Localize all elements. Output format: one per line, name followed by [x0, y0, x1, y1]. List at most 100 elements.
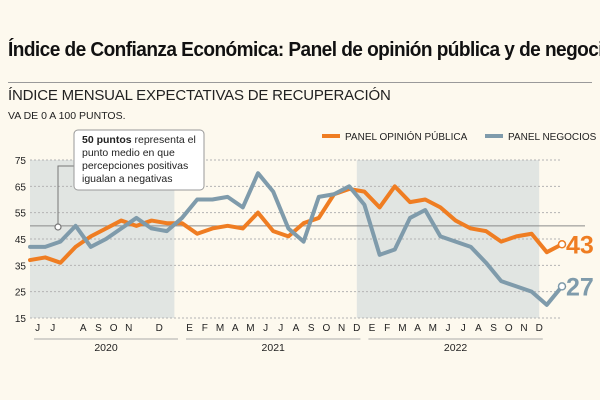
y-tick-label-65: 65 [15, 182, 27, 193]
year-label-2020: 2020 [94, 342, 118, 354]
data-point [438, 234, 442, 238]
data-point [530, 290, 534, 294]
data-point [408, 200, 412, 204]
x-tick-label: A [475, 323, 482, 334]
data-point [317, 195, 321, 199]
x-tick-label: N [338, 323, 345, 334]
data-point [378, 205, 382, 209]
y-tick-label-45: 45 [15, 235, 27, 246]
x-tick-label: E [369, 323, 376, 334]
data-point [256, 211, 260, 215]
x-tick-label: S [308, 323, 315, 334]
data-point [150, 226, 154, 230]
x-tick-label: D [353, 323, 360, 334]
data-point [43, 245, 47, 249]
x-tick-label: A [293, 323, 300, 334]
data-point [378, 253, 382, 257]
data-point [347, 184, 351, 188]
data-point [150, 219, 154, 223]
x-tick-label: J [278, 323, 283, 334]
data-point [393, 248, 397, 252]
x-tick-label: E [186, 323, 193, 334]
x-tick-label: D [156, 323, 163, 334]
year-label-2022: 2022 [444, 342, 468, 354]
data-point [454, 240, 458, 244]
data-point [226, 195, 230, 199]
data-point [89, 245, 93, 249]
y-axis-ticks: 75 65 55 45 35 25 15 [15, 156, 27, 325]
data-point [256, 171, 260, 175]
data-point [241, 226, 245, 230]
x-tick-label: N [125, 323, 132, 334]
data-point [362, 190, 366, 194]
y-tick-label-75: 75 [15, 156, 27, 167]
data-point [226, 224, 230, 228]
data-point [28, 245, 32, 249]
chart-title: Índice de Confianza Económica: Panel de … [8, 38, 600, 61]
data-point [43, 255, 47, 259]
x-tick-label: A [80, 323, 87, 334]
data-point [286, 234, 290, 238]
y-tick-label-35: 35 [15, 261, 27, 272]
data-point [241, 205, 245, 209]
data-point [89, 234, 93, 238]
x-tick-label: M [429, 323, 437, 334]
year-label-2021: 2021 [262, 342, 286, 354]
x-tick-label: S [490, 323, 497, 334]
annotation-box [73, 129, 205, 191]
x-tick-label: S [95, 323, 102, 334]
y-tick-label-55: 55 [15, 209, 27, 220]
data-point [180, 216, 184, 220]
y-tick-label-15: 15 [15, 314, 27, 325]
data-point [484, 229, 488, 233]
series-line-business [28, 171, 564, 307]
x-tick-label: F [202, 323, 208, 334]
legend: PANEL OPINIÓN PÚBLICA PANEL NEGOCIOS [322, 130, 597, 143]
legend-label-business: PANEL NEGOCIOS [508, 132, 597, 143]
data-point [317, 216, 321, 220]
data-point [469, 226, 473, 230]
y-tick-label-25: 25 [15, 288, 27, 299]
data-point [499, 279, 503, 283]
end-value-label-business: 27 [566, 273, 594, 301]
data-point [362, 203, 366, 207]
data-point [165, 229, 169, 233]
x-tick-label: J [50, 323, 55, 334]
data-point [58, 240, 62, 244]
x-tick-label: M [246, 323, 254, 334]
series-lines [28, 171, 564, 307]
data-point [514, 284, 518, 288]
data-point [134, 216, 138, 220]
x-tick-label: D [536, 323, 543, 334]
data-point [408, 216, 412, 220]
data-point [271, 190, 275, 194]
x-tick-label: M [398, 323, 406, 334]
data-point [302, 240, 306, 244]
x-tick-label: J [446, 323, 451, 334]
annotation-line-2: punto medio en que [82, 147, 175, 159]
data-point [195, 232, 199, 236]
series-line-public [28, 184, 564, 265]
data-point [454, 219, 458, 223]
data-point [302, 221, 306, 225]
data-point [545, 303, 549, 307]
data-point [165, 221, 169, 225]
x-tick-label: O [323, 323, 331, 334]
x-tick-label: J [263, 323, 268, 334]
annotation: 50 puntos representa el punto medio en q… [54, 129, 205, 231]
data-point [423, 198, 427, 201]
data-point [74, 224, 78, 228]
data-point [393, 184, 397, 188]
x-tick-label: F [384, 323, 390, 334]
data-point [545, 250, 549, 254]
x-tick-label: M [216, 323, 224, 334]
data-point [134, 224, 138, 228]
annotation-line-3: percepciones positivas [82, 160, 188, 172]
x-tick-label: J [35, 323, 40, 334]
annotation-line-4: igualan a negativas [82, 173, 173, 185]
data-point [286, 226, 290, 230]
x-tick-label: A [414, 323, 421, 334]
data-point [104, 226, 108, 230]
